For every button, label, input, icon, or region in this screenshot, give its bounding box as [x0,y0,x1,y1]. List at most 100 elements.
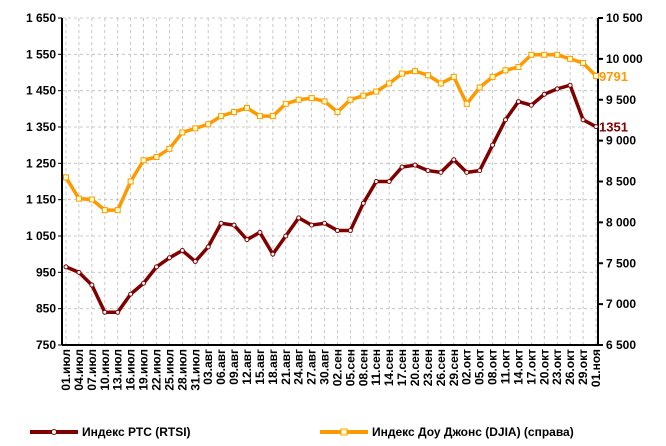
point [296,215,302,221]
point [593,72,599,79]
y-tick-label: 850 [36,302,56,316]
point [231,222,237,228]
point [580,117,586,123]
point [399,164,405,170]
point [464,169,470,175]
point [334,228,340,234]
legend-marker [51,429,57,435]
x-tick-label: 18.авг [266,349,280,385]
point [360,92,367,99]
y2-tick-label: 6 500 [606,338,636,352]
point [76,269,82,275]
y-tick-label: 1 450 [26,84,56,98]
point [541,51,548,58]
point [179,248,185,254]
y-tick-label: 750 [36,338,56,352]
point [515,99,521,105]
point [308,95,315,102]
x-tick-label: 21.авг [279,349,293,385]
point [295,96,302,103]
x-tick-label: 10.июл [98,349,112,391]
point [192,125,199,132]
x-tick-label: 25.июл [162,349,176,391]
y-tick-label: 950 [36,265,56,279]
x-tick-label: 20.окт [537,349,551,385]
x-tick-label: 11.сен [369,349,383,386]
x-tick-label: 23.сен [421,349,435,386]
x-tick-label: 11.окт [499,349,513,384]
end-label: 9791 [599,69,628,84]
point [269,113,276,120]
point [179,129,186,136]
point [153,264,159,270]
point [334,109,341,116]
y-tick-label: 1 150 [26,193,56,207]
point [309,222,315,228]
end-label: 1351 [599,120,628,135]
point [438,169,444,175]
point [153,153,160,160]
series-line [65,83,597,315]
point [257,229,263,235]
point [282,100,289,107]
point [477,168,483,174]
point [256,113,263,120]
point [360,200,366,206]
point [205,121,212,128]
point [554,51,561,58]
point [283,233,289,239]
x-tick-label: 29.окт [576,349,590,385]
y2-tick-label: 7 500 [606,256,636,270]
point [580,59,587,66]
point [128,291,134,297]
x-tick-label: 01.июл [59,349,73,391]
x-tick-label: 28.июл [175,349,189,391]
y-tick-label: 1 050 [26,229,56,243]
point [270,251,276,257]
point [412,162,418,168]
point [463,100,470,107]
x-tick-label: 29.сен [447,349,461,386]
x-tick-label: 23.окт [550,349,564,385]
point [141,280,147,286]
x-tick-label: 26.сен [434,349,448,386]
point [140,157,147,164]
point [528,51,535,58]
x-tick-label: 20.сен [408,349,422,386]
x-tick-label: 02.сен [330,349,344,386]
point [88,196,95,203]
y-tick-label: 1 650 [26,11,56,25]
point [554,86,560,92]
y2-tick-label: 10 000 [606,52,643,66]
x-tick-label: 27.авг [305,349,319,385]
point [450,73,457,80]
y2-tick-label: 8 000 [606,215,636,229]
x-tick-label: 14.сен [382,349,396,386]
point [386,80,393,87]
point [528,102,534,108]
x-tick-label: 03.авг [201,349,215,385]
point [231,109,238,116]
x-tick-label: 09.авг [227,349,241,385]
y2-tick-label: 7 000 [606,297,636,311]
point [101,207,108,214]
point [89,282,95,288]
point [244,237,250,243]
y2-tick-label: 8 500 [606,175,636,189]
y-tick-label: 1 550 [26,47,56,61]
point [424,72,431,79]
point [425,168,431,174]
x-tick-label: 13.июл [111,349,125,391]
x-tick-label: 05.сен [343,349,357,386]
x-tick-label: 02.окт [460,349,474,385]
point [192,258,198,264]
x-tick-label: 30.авг [318,349,332,385]
point [373,88,380,95]
series-line [64,53,598,212]
x-tick-label: 31.июл [188,349,202,391]
point [490,142,496,148]
legend-label: Индекс Доу Джонс (DJIA) (справа) [372,425,574,439]
x-tick-label: 22.июл [149,349,163,391]
point [451,157,457,163]
